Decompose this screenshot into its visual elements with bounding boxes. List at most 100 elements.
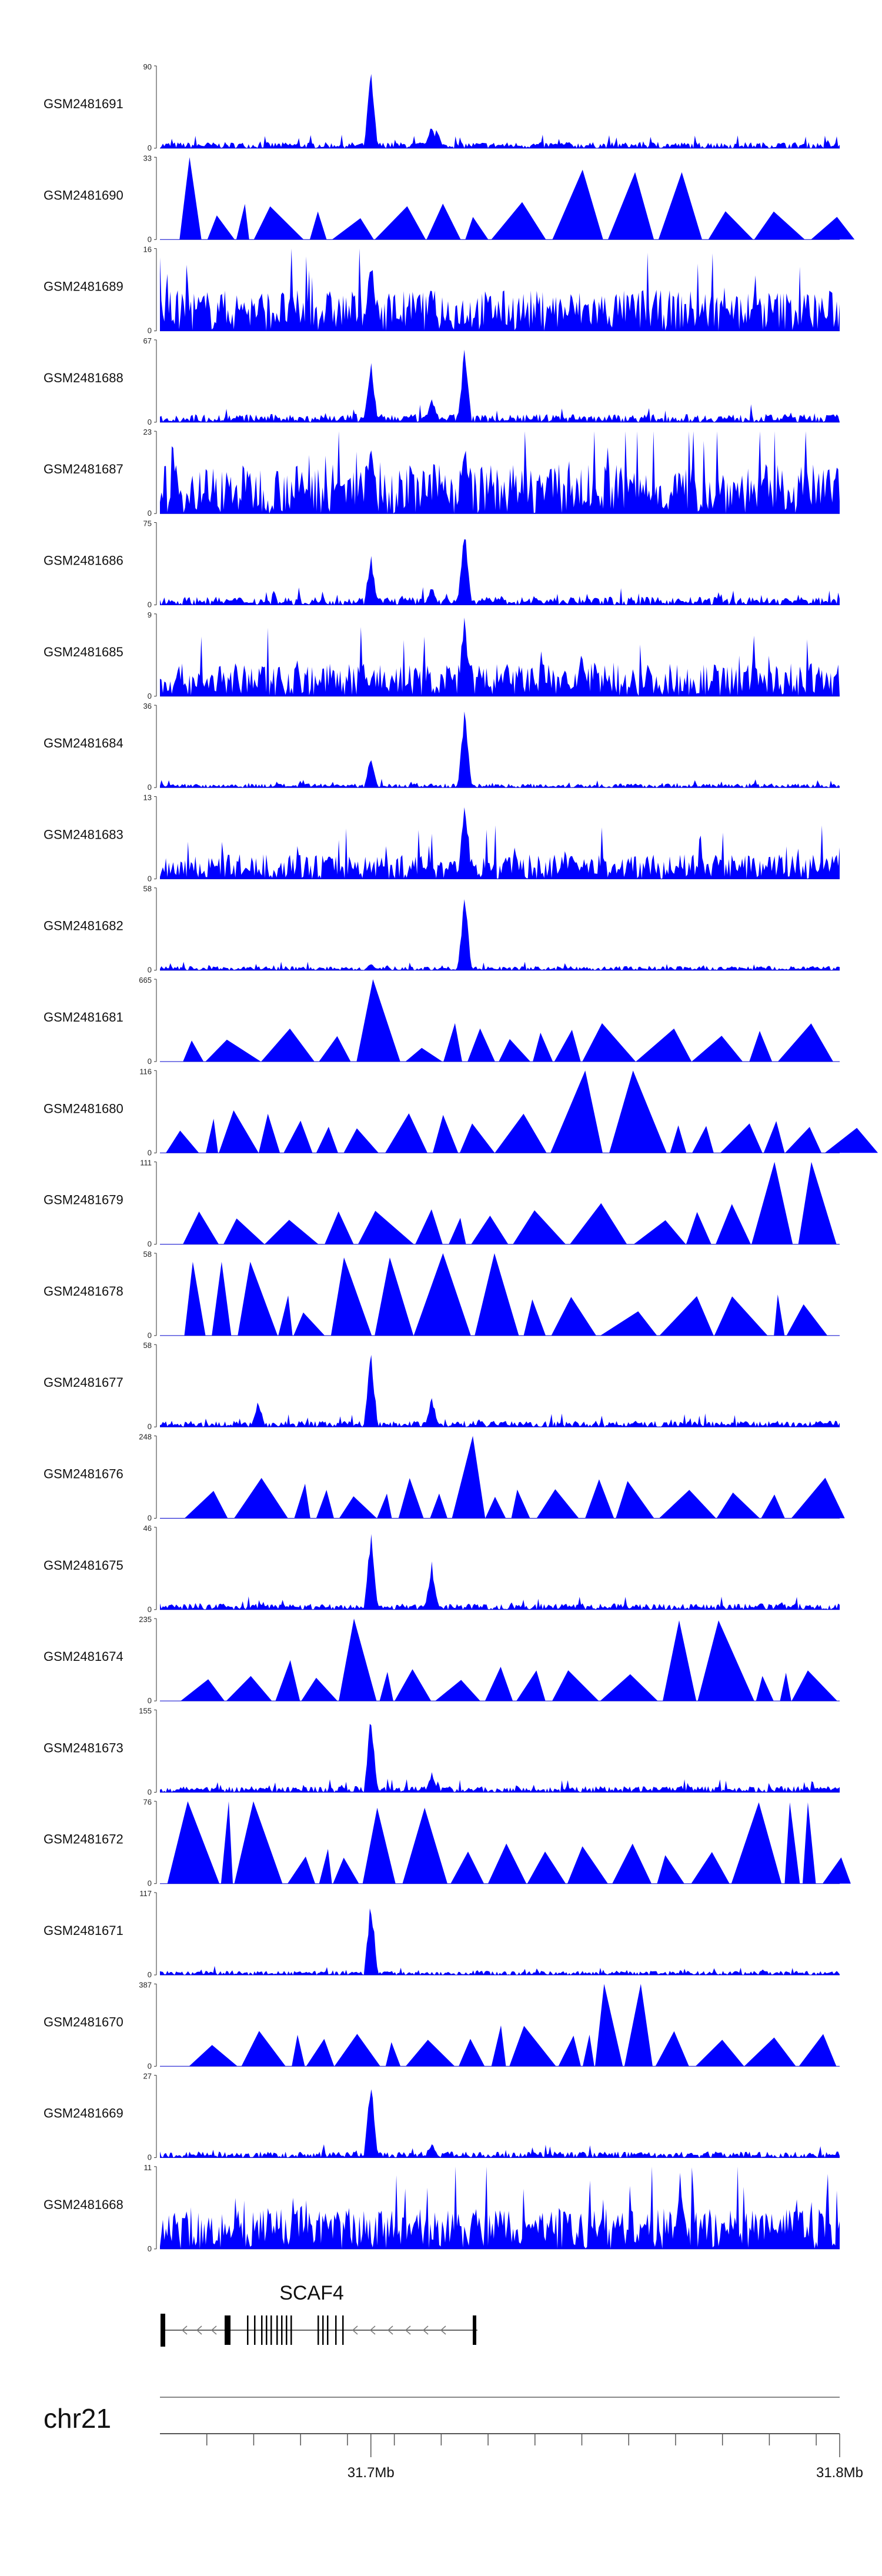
signal-area xyxy=(160,248,840,331)
track-label: GSM2481691 xyxy=(44,96,123,111)
strand-arrow xyxy=(405,2325,411,2335)
track-GSM2481675: GSM2481675 46 0 xyxy=(44,1524,840,1614)
y-min-label: 0 xyxy=(148,1240,152,1249)
track-label: GSM2481682 xyxy=(44,919,123,933)
signal-area xyxy=(160,807,840,879)
strand-arrow xyxy=(352,2325,358,2335)
y-min-label: 0 xyxy=(148,874,152,883)
y-max-label: 16 xyxy=(143,245,152,254)
strand-arrow xyxy=(422,2325,429,2335)
y-max-label: 665 xyxy=(139,976,152,985)
gene-exon xyxy=(247,2315,249,2345)
y-max-label: 387 xyxy=(139,1980,152,1989)
axis-tick-label: 31.7Mb xyxy=(348,2465,395,2481)
gene-exon xyxy=(286,2315,288,2345)
track-GSM2481685: GSM2481685 9 0 xyxy=(44,610,840,700)
y-min-label: 0 xyxy=(148,1970,152,1979)
signal-area xyxy=(160,539,840,605)
track-label: GSM2481680 xyxy=(44,1101,123,1116)
track-label: GSM2481675 xyxy=(44,1558,123,1573)
track-label: GSM2481683 xyxy=(44,827,123,842)
track-label: GSM2481688 xyxy=(44,371,123,385)
gene-label: SCAF4 xyxy=(279,2282,344,2304)
signal-area xyxy=(183,979,833,1062)
gene-exon xyxy=(254,2315,256,2345)
y-min-label: 0 xyxy=(148,418,152,426)
track-label: GSM2481672 xyxy=(44,1832,123,1847)
strand-arrow xyxy=(387,2325,393,2335)
y-max-label: 27 xyxy=(143,2072,152,2081)
signal-area xyxy=(160,2166,840,2249)
signal-area xyxy=(160,899,840,970)
y-min-label: 0 xyxy=(148,966,152,975)
track-GSM2481668: GSM2481668 11 0 xyxy=(44,2163,840,2253)
y-min-label: 0 xyxy=(148,1696,152,1705)
strand-arrow xyxy=(211,2325,217,2335)
track-GSM2481672: GSM2481672 76 0 xyxy=(44,1798,851,1888)
y-max-label: 58 xyxy=(143,1250,152,1259)
chromosome-label: chr21 xyxy=(44,2403,111,2434)
y-max-label: 13 xyxy=(143,793,152,802)
y-min-label: 0 xyxy=(148,1331,152,1340)
y-max-label: 58 xyxy=(143,1341,152,1350)
y-max-label: 111 xyxy=(140,1159,152,1167)
track-GSM2481686: GSM2481686 75 0 xyxy=(44,519,840,609)
y-min-label: 0 xyxy=(148,783,152,792)
y-min-label: 0 xyxy=(148,2244,152,2253)
y-min-label: 0 xyxy=(148,1422,152,1431)
signal-area xyxy=(166,1070,878,1153)
signal-area xyxy=(160,711,840,788)
signal-area xyxy=(160,1534,840,1610)
track-GSM2481683: GSM2481683 13 0 xyxy=(44,793,840,883)
track-label: GSM2481669 xyxy=(44,2106,123,2121)
y-max-label: 9 xyxy=(148,610,152,619)
y-max-label: 75 xyxy=(143,519,152,528)
y-min-label: 0 xyxy=(148,326,152,335)
y-max-label: 36 xyxy=(143,702,152,710)
track-label: GSM2481684 xyxy=(44,736,123,750)
y-min-label: 0 xyxy=(148,235,152,243)
gene-exon xyxy=(281,2315,283,2345)
signal-area xyxy=(160,74,840,148)
track-GSM2481691: GSM2481691 90 0 xyxy=(44,62,840,152)
track-label: GSM2481677 xyxy=(44,1375,123,1390)
y-min-label: 0 xyxy=(148,509,152,518)
y-min-label: 0 xyxy=(148,2061,152,2070)
track-GSM2481677: GSM2481677 58 0 xyxy=(44,1341,840,1431)
gene-exon xyxy=(318,2315,319,2345)
track-GSM2481669: GSM2481669 27 0 xyxy=(44,2072,840,2162)
y-min-label: 0 xyxy=(148,692,152,700)
track-label: GSM2481679 xyxy=(44,1193,123,1207)
signal-area xyxy=(189,1984,837,2067)
y-max-label: 67 xyxy=(143,336,152,345)
track-GSM2481673: GSM2481673 155 0 xyxy=(44,1706,840,1796)
signal-area xyxy=(167,1801,851,1884)
y-max-label: 33 xyxy=(143,154,152,162)
y-min-label: 0 xyxy=(148,1605,152,1614)
y-max-label: 155 xyxy=(139,1706,152,1715)
signal-area xyxy=(160,1354,840,1427)
y-max-label: 248 xyxy=(139,1433,152,1442)
y-min-label: 0 xyxy=(148,1148,152,1157)
gene-exon xyxy=(161,2314,165,2347)
y-max-label: 11 xyxy=(144,2163,152,2172)
gene-exon xyxy=(266,2315,268,2345)
track-GSM2481676: GSM2481676 248 0 xyxy=(44,1433,845,1523)
track-GSM2481689: GSM2481689 16 0 xyxy=(44,245,840,335)
y-max-label: 58 xyxy=(143,885,152,893)
strand-arrow xyxy=(181,2325,188,2335)
genome-axis: chr21 31.7Mb 31.8Mb xyxy=(44,2397,863,2481)
strand-arrow xyxy=(369,2325,376,2335)
signal-area xyxy=(160,618,840,696)
gene-exon xyxy=(270,2315,272,2345)
y-min-label: 0 xyxy=(148,1787,152,1796)
gene-exon xyxy=(290,2315,292,2345)
y-min-label: 0 xyxy=(148,144,152,152)
track-label: GSM2481689 xyxy=(44,279,123,294)
y-max-label: 46 xyxy=(143,1524,152,1533)
track-label: GSM2481687 xyxy=(44,462,123,476)
signal-area xyxy=(183,1162,837,1244)
track-label: GSM2481670 xyxy=(44,2014,123,2029)
track-GSM2481680: GSM2481680 116 0 xyxy=(44,1067,878,1157)
